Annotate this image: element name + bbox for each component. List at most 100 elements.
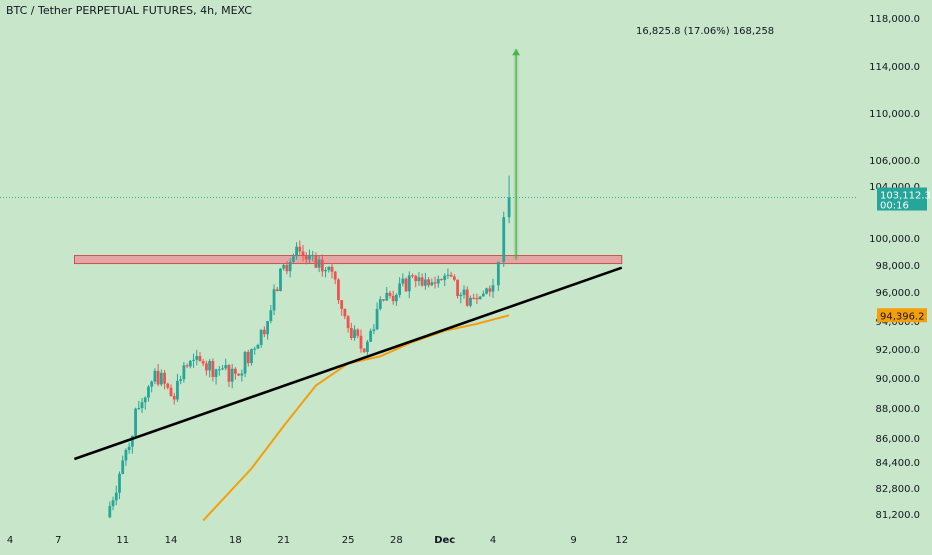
- candle-body[interactable]: [147, 386, 150, 398]
- candle-body[interactable]: [349, 328, 353, 338]
- candle-body[interactable]: [269, 310, 273, 321]
- candle-body[interactable]: [240, 373, 244, 376]
- candle-body[interactable]: [127, 446, 131, 451]
- candle-body[interactable]: [234, 368, 237, 374]
- candle-body[interactable]: [317, 259, 321, 268]
- candle-body[interactable]: [491, 285, 495, 292]
- candle-body[interactable]: [462, 289, 466, 295]
- candle-body[interactable]: [195, 355, 199, 360]
- candle-body[interactable]: [259, 329, 263, 345]
- candle-body[interactable]: [150, 381, 154, 387]
- candle-body[interactable]: [456, 279, 459, 297]
- candle-body[interactable]: [340, 300, 344, 309]
- candle-body[interactable]: [208, 361, 212, 371]
- candle-body[interactable]: [224, 365, 228, 369]
- candle-body[interactable]: [320, 259, 324, 272]
- candle-body[interactable]: [343, 308, 347, 317]
- candle-body[interactable]: [391, 295, 395, 302]
- candle-body[interactable]: [182, 365, 186, 380]
- candle-body[interactable]: [221, 368, 224, 370]
- candle-body[interactable]: [291, 256, 295, 262]
- candle-body[interactable]: [436, 279, 440, 284]
- candle-body[interactable]: [346, 316, 350, 328]
- candle-body[interactable]: [169, 387, 173, 396]
- candle-body[interactable]: [288, 261, 292, 272]
- candle-body[interactable]: [214, 369, 218, 377]
- candle-body[interactable]: [459, 294, 463, 297]
- candle-body[interactable]: [121, 460, 125, 474]
- candle-body[interactable]: [176, 380, 179, 400]
- candle-body[interactable]: [372, 329, 376, 331]
- candle-body[interactable]: [243, 351, 247, 374]
- candle-body[interactable]: [253, 348, 257, 350]
- candle-body[interactable]: [359, 335, 363, 349]
- candle-body[interactable]: [417, 277, 421, 282]
- candle-body[interactable]: [301, 251, 305, 256]
- candle-body[interactable]: [134, 408, 137, 436]
- candle-body[interactable]: [205, 363, 208, 371]
- candle-body[interactable]: [385, 292, 389, 301]
- candle-body[interactable]: [275, 289, 279, 291]
- candle-body[interactable]: [311, 255, 315, 257]
- candle-body[interactable]: [420, 277, 424, 286]
- candle-body[interactable]: [304, 255, 308, 260]
- candle-body[interactable]: [159, 372, 163, 385]
- candle-body[interactable]: [140, 402, 144, 408]
- candle-body[interactable]: [430, 282, 434, 286]
- candle-body[interactable]: [227, 365, 231, 382]
- candle-body[interactable]: [395, 294, 398, 302]
- candle-body[interactable]: [201, 361, 205, 364]
- candle-body[interactable]: [427, 279, 430, 286]
- candle-body[interactable]: [153, 370, 157, 382]
- candle-body[interactable]: [382, 299, 385, 301]
- candle-body[interactable]: [308, 255, 311, 260]
- candle-body[interactable]: [272, 289, 276, 311]
- candle-body[interactable]: [398, 283, 402, 295]
- candle-body[interactable]: [185, 365, 189, 367]
- candle-body[interactable]: [496, 261, 500, 286]
- candle-body[interactable]: [156, 370, 160, 385]
- candle-body[interactable]: [166, 383, 170, 388]
- candle-body[interactable]: [401, 278, 405, 284]
- candle-body[interactable]: [478, 296, 482, 300]
- candle-body[interactable]: [362, 348, 366, 352]
- candle-body[interactable]: [192, 359, 195, 361]
- candle-body[interactable]: [388, 292, 392, 296]
- candle-body[interactable]: [404, 278, 408, 292]
- candle-body[interactable]: [378, 299, 382, 309]
- candle-body[interactable]: [469, 297, 472, 306]
- candle-body[interactable]: [137, 408, 141, 409]
- candle-body[interactable]: [179, 379, 183, 381]
- resistance-zone[interactable]: [74, 255, 623, 265]
- candle-body[interactable]: [211, 361, 215, 377]
- candle-body[interactable]: [353, 329, 356, 338]
- candle-body[interactable]: [446, 274, 450, 276]
- candle-body[interactable]: [502, 217, 506, 262]
- candle-body[interactable]: [198, 355, 202, 362]
- candle-body[interactable]: [452, 276, 456, 280]
- candle-body[interactable]: [108, 506, 112, 518]
- candle-body[interactable]: [324, 270, 327, 272]
- candle-body[interactable]: [130, 435, 134, 447]
- candle-body[interactable]: [327, 266, 331, 271]
- candle-body[interactable]: [262, 329, 266, 335]
- candle-body[interactable]: [143, 397, 147, 403]
- candle-body[interactable]: [433, 282, 437, 284]
- candle-body[interactable]: [188, 360, 192, 367]
- candle-body[interactable]: [440, 279, 443, 281]
- candle-body[interactable]: [366, 341, 369, 352]
- candle-body[interactable]: [333, 271, 337, 280]
- candle-body[interactable]: [246, 351, 250, 364]
- candle-body[interactable]: [282, 265, 286, 269]
- candle-body[interactable]: [250, 349, 253, 364]
- candle-body[interactable]: [472, 297, 476, 299]
- candle-body[interactable]: [369, 330, 373, 342]
- candle-body[interactable]: [237, 373, 241, 376]
- candle-body[interactable]: [114, 492, 118, 501]
- candle-body[interactable]: [375, 308, 379, 330]
- candle-body[interactable]: [111, 500, 115, 507]
- candle-body[interactable]: [118, 473, 121, 493]
- candle-body[interactable]: [256, 344, 260, 349]
- candle-body[interactable]: [488, 288, 492, 292]
